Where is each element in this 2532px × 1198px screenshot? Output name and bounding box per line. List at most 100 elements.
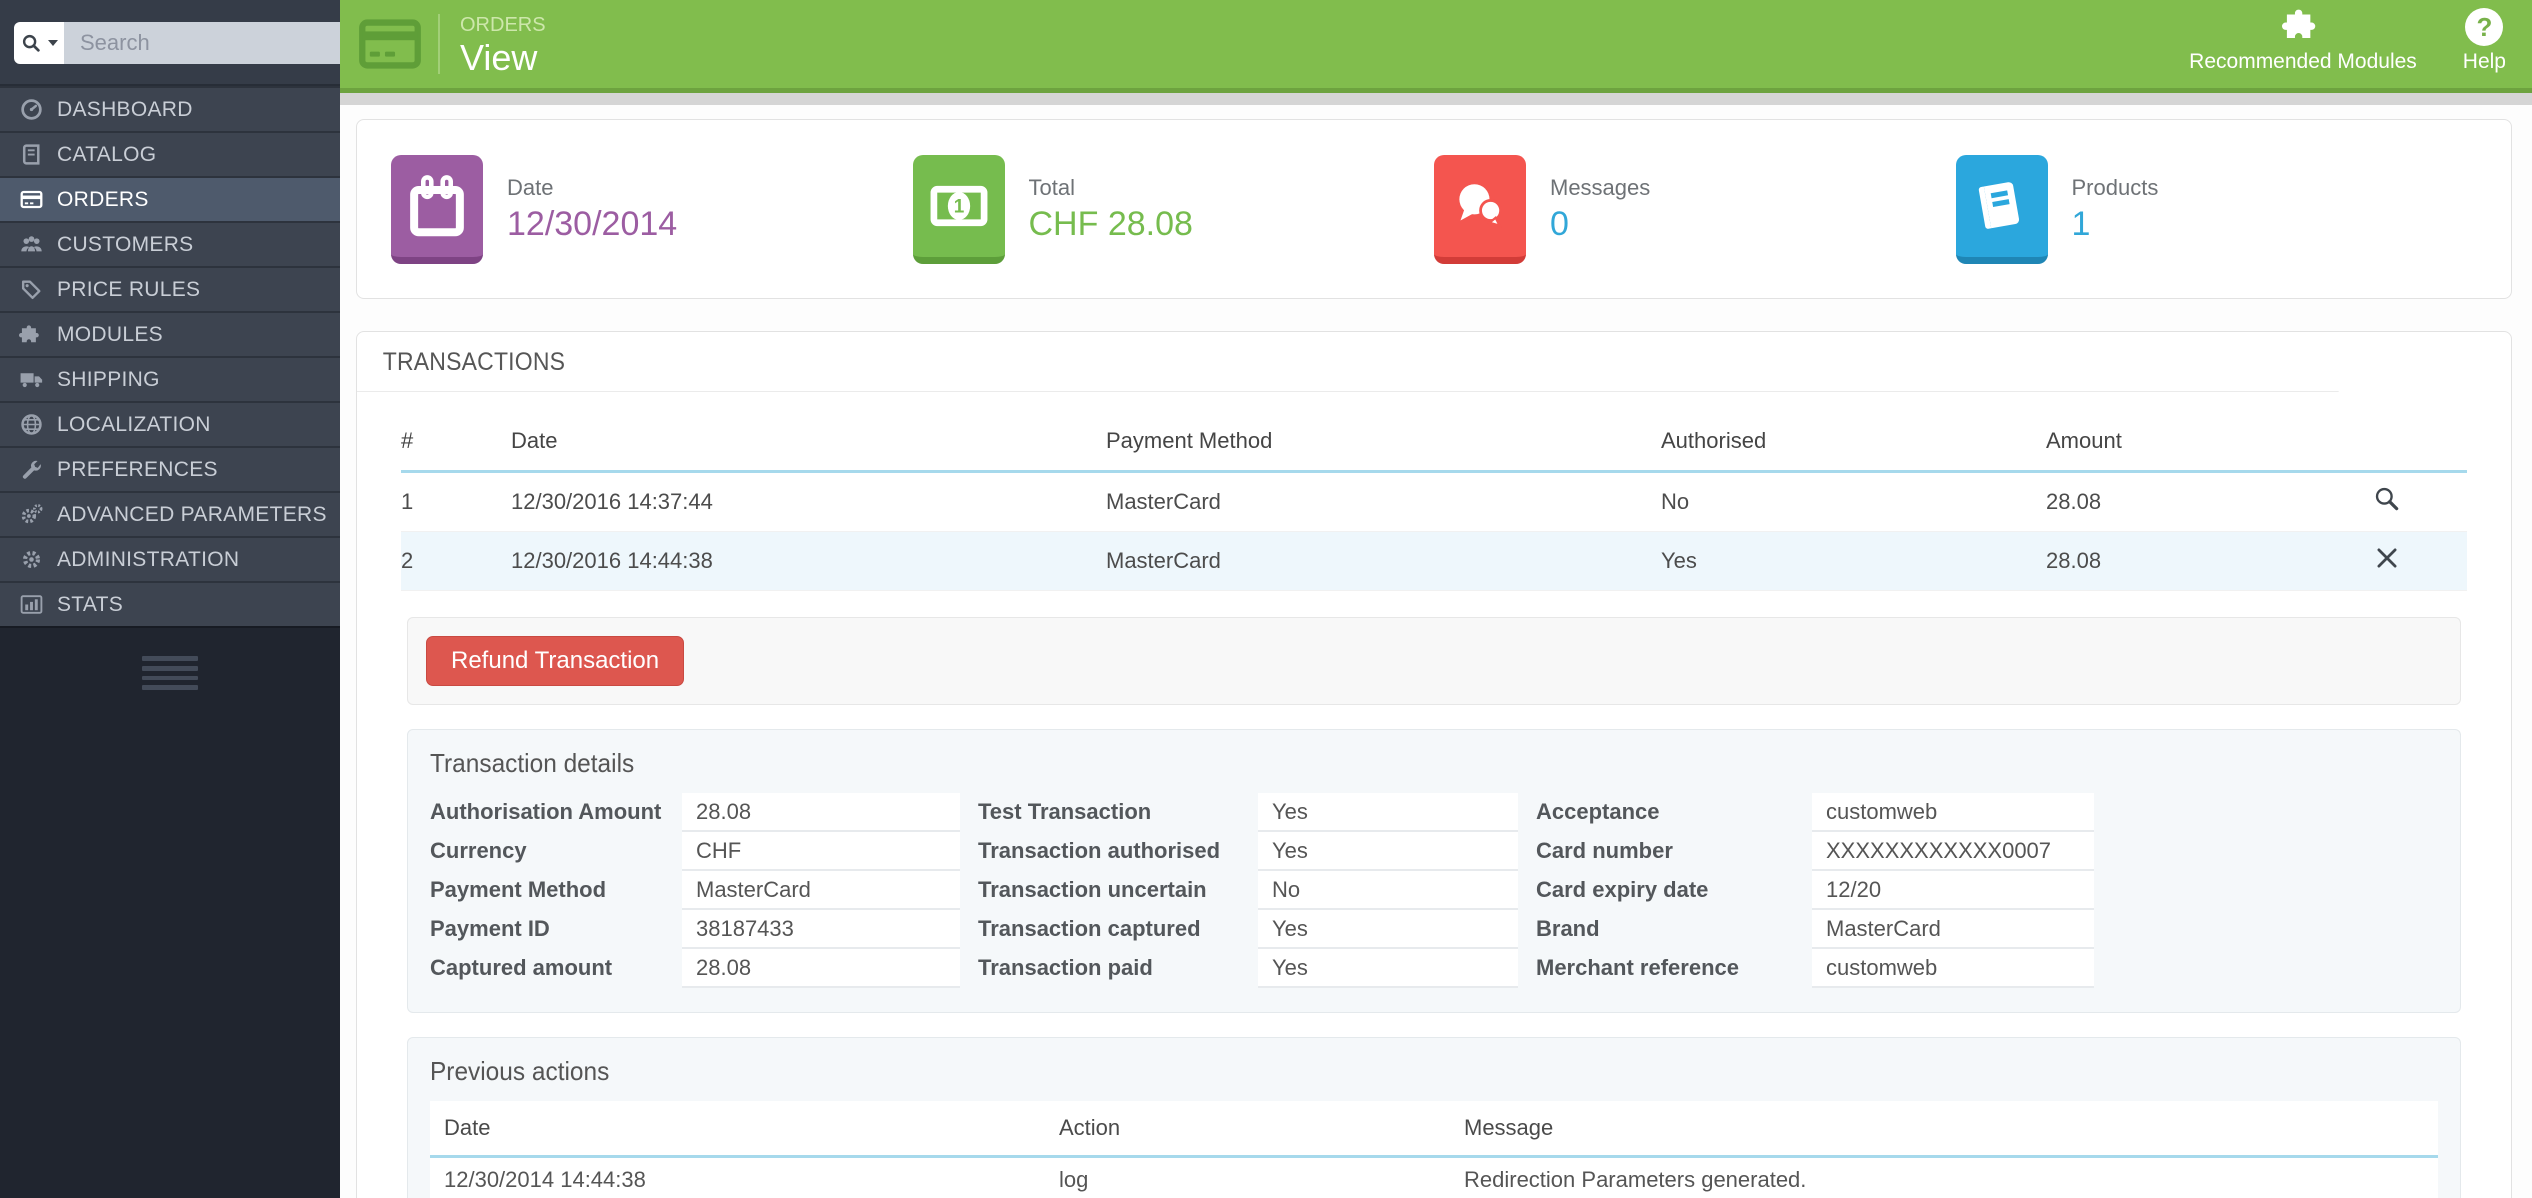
main-area: ORDERS View Recommended Modules ? Help xyxy=(340,0,2532,1198)
sidebar-collapse-button[interactable] xyxy=(142,656,198,690)
detail-value: 28.08 xyxy=(682,793,960,832)
credit-card-icon xyxy=(356,15,424,73)
cancel-transaction-button[interactable] xyxy=(2372,543,2402,573)
transaction-row: 2 12/30/2016 14:44:38 MasterCard Yes 28.… xyxy=(401,531,2467,591)
search-icon xyxy=(22,34,40,52)
detail-label: Payment ID xyxy=(430,915,550,941)
sidebar-item-customers[interactable]: CUSTOMERS xyxy=(0,221,340,266)
detail-label: Transaction uncertain xyxy=(978,876,1207,902)
search-category-button[interactable] xyxy=(14,22,64,64)
card-value: 0 xyxy=(1550,204,1569,243)
page-header-actions: Recommended Modules ? Help xyxy=(2189,4,2532,84)
truck-icon xyxy=(18,366,45,393)
previous-actions-header-row: Date Action Message xyxy=(430,1101,2438,1158)
header-shadow-strip xyxy=(340,93,2532,105)
view-transaction-button[interactable] xyxy=(2372,484,2402,514)
globe-icon xyxy=(18,411,45,438)
dashboard-icon xyxy=(18,96,45,123)
help-icon: ? xyxy=(2465,8,2504,46)
credit-card-icon xyxy=(18,186,45,213)
column-header: Amount xyxy=(2046,416,2306,473)
card-label: Products xyxy=(2071,174,2159,200)
transaction-row: 1 12/30/2016 14:37:44 MasterCard No 28.0… xyxy=(401,471,2467,532)
gears-icon xyxy=(18,501,45,528)
bar-chart-icon xyxy=(18,591,45,618)
sidebar-item-dashboard[interactable]: DASHBOARD xyxy=(0,86,340,131)
help-button[interactable]: ? Help xyxy=(2463,8,2506,74)
detail-label: Card expiry date xyxy=(1536,876,1709,902)
money-bill-icon: 1 xyxy=(912,154,1005,264)
puzzle-icon xyxy=(18,321,45,348)
column-header: Payment Method xyxy=(1106,416,1661,473)
detail-value: XXXXXXXXXXXX0007 xyxy=(1812,832,2094,871)
transactions-header-row: # Date Payment Method Authorised Amount xyxy=(401,416,2467,473)
magnifier-icon xyxy=(2375,487,2398,511)
content: Date 12/30/2014 1 Total CHF 28.08 xyxy=(340,105,2532,1198)
column-header: Message xyxy=(1450,1101,2438,1158)
summary-card-messages: Messages 0 xyxy=(1434,154,1956,264)
card-label: Date xyxy=(507,174,554,200)
detail-value: 12/20 xyxy=(1812,871,2094,910)
customers-group-icon xyxy=(18,231,45,258)
transactions-table: # Date Payment Method Authorised Amount … xyxy=(401,416,2467,591)
detail-value: Yes xyxy=(1258,910,1518,949)
svg-text:1: 1 xyxy=(953,196,964,217)
summary-card-total: 1 Total CHF 28.08 xyxy=(912,154,1435,264)
detail-label: Transaction paid xyxy=(978,954,1153,980)
transactions-panel-title: TRANSACTIONS xyxy=(357,332,2339,392)
column-header: Date xyxy=(511,416,1106,473)
detail-label: Card number xyxy=(1536,837,1673,863)
card-value: 1 xyxy=(2071,204,2091,243)
sidebar-search-row xyxy=(0,0,384,86)
puzzle-icon xyxy=(2281,9,2316,38)
sidebar-item-advanced-parameters[interactable]: ADVANCED PARAMETERS xyxy=(0,491,340,536)
sidebar-item-catalog[interactable]: CATALOG xyxy=(0,131,340,176)
sidebar-item-preferences[interactable]: PREFERENCES xyxy=(0,446,340,491)
detail-label: Transaction captured xyxy=(978,915,1201,941)
card-label: Messages xyxy=(1550,174,1651,200)
column-header-actions xyxy=(2306,416,2467,473)
card-value: CHF 28.08 xyxy=(1028,204,1193,243)
sidebar-item-localization[interactable]: LOCALIZATION xyxy=(0,401,340,446)
previous-actions-panel: Previous actions Date Action Message xyxy=(407,1037,2461,1198)
detail-label: Merchant reference xyxy=(1536,954,1739,980)
detail-label: Transaction authorised xyxy=(978,837,1221,863)
sidebar-item-orders[interactable]: ORDERS xyxy=(0,176,340,221)
breadcrumb: ORDERS xyxy=(460,13,546,36)
search-input[interactable] xyxy=(64,22,384,64)
detail-label: Test Transaction xyxy=(978,798,1152,824)
detail-value: CHF xyxy=(682,832,960,871)
sidebar-item-modules[interactable]: MODULES xyxy=(0,311,340,356)
detail-value: customweb xyxy=(1812,793,2094,832)
book-icon xyxy=(1955,154,2048,264)
gear-icon xyxy=(18,546,45,573)
page-header: ORDERS View Recommended Modules ? Help xyxy=(340,0,2532,93)
sidebar-item-price-rules[interactable]: PRICE RULES xyxy=(0,266,340,311)
detail-label: Brand xyxy=(1536,915,1600,941)
column-header: # xyxy=(401,416,511,473)
recommended-modules-button[interactable]: Recommended Modules xyxy=(2189,4,2417,74)
sidebar-item-shipping[interactable]: SHIPPING xyxy=(0,356,340,401)
detail-value: Yes xyxy=(1258,793,1518,832)
previous-actions-table: Date Action Message 12/30/2014 14:44:38 … xyxy=(430,1101,2438,1198)
column-header: Date xyxy=(430,1101,1045,1158)
transaction-details-title: Transaction details xyxy=(430,748,635,778)
refund-transaction-button[interactable]: Refund Transaction xyxy=(426,636,685,686)
card-value: 12/30/2014 xyxy=(507,204,678,243)
refund-action-bar: Refund Transaction xyxy=(407,617,2461,705)
sidebar-item-administration[interactable]: ADMINISTRATION xyxy=(0,536,340,581)
previous-action-row: 12/30/2014 14:44:38 log Redirection Para… xyxy=(430,1156,2438,1198)
detail-label: Authorisation Amount xyxy=(430,798,662,824)
summary-card-date: Date 12/30/2014 xyxy=(391,154,913,264)
column-header: Authorised xyxy=(1661,416,2046,473)
detail-value: 28.08 xyxy=(682,949,960,988)
price-tag-icon xyxy=(18,276,45,303)
order-summary-panel: Date 12/30/2014 1 Total CHF 28.08 xyxy=(356,119,2512,299)
column-header: Action xyxy=(1045,1101,1450,1158)
chevron-down-icon xyxy=(48,40,58,46)
close-icon xyxy=(2377,548,2396,568)
detail-value: Yes xyxy=(1258,949,1518,988)
sidebar-item-stats[interactable]: STATS xyxy=(0,581,340,626)
header-titles: ORDERS View xyxy=(460,10,546,78)
